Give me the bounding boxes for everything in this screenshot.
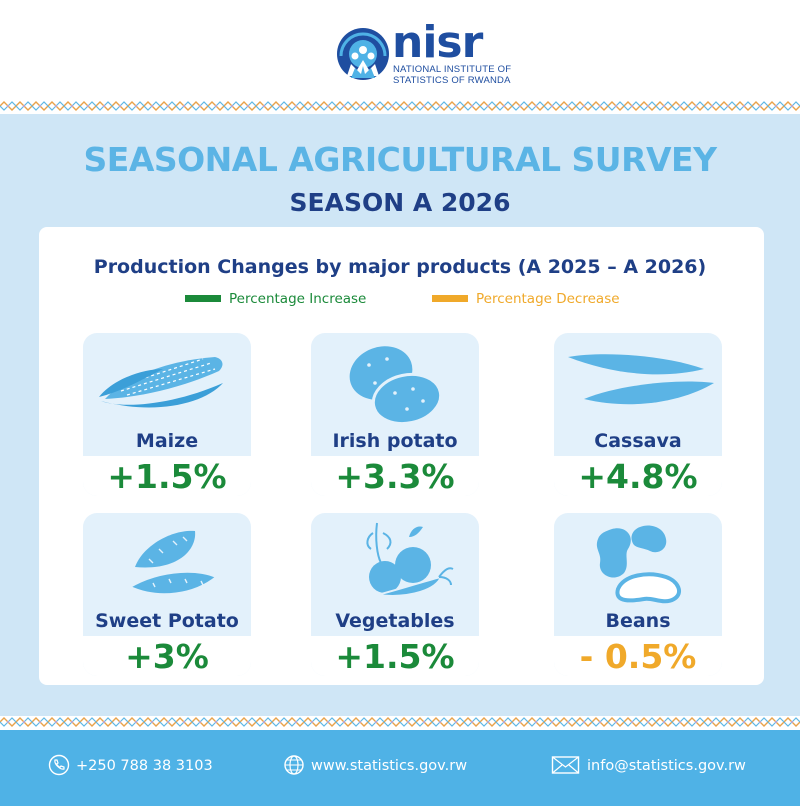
cassava-icon [568, 354, 714, 405]
footer [0, 730, 800, 806]
product-change-value: +1.5% [335, 637, 455, 676]
decorative-border-bottom [0, 716, 800, 728]
footer-phone-text: +250 788 38 3103 [76, 758, 213, 774]
footer-website[interactable]: www.statistics.gov.rw [283, 752, 467, 780]
mail-icon [551, 755, 580, 774]
value-box [83, 636, 251, 676]
phone-icon [48, 754, 70, 775]
irish-potato-icon [349, 346, 443, 426]
legend-increase-label: Percentage Increase [229, 291, 367, 307]
product-card-sweet-potato: Sweet Potato +3% [83, 513, 251, 676]
value-box [554, 636, 722, 676]
legend-increase-swatch [185, 294, 221, 302]
value-box [83, 456, 251, 496]
value-box [311, 456, 479, 496]
product-change-value: +3.3% [335, 457, 455, 496]
beans-icon [596, 525, 682, 604]
product-name: Cassava [594, 430, 682, 452]
product-name: Beans [605, 610, 671, 632]
globe-icon [284, 754, 304, 775]
footer-phone: +250 788 38 3103 [48, 752, 213, 780]
logo-abbreviation: nisr [392, 17, 483, 68]
footer-email-text[interactable]: info@statistics.gov.rw [587, 758, 746, 774]
page-subtitle: SEASON A 2026 [289, 188, 511, 217]
product-name: Sweet Potato [95, 610, 239, 632]
value-box [311, 636, 479, 676]
legend-increase: Percentage Increase [185, 290, 366, 308]
legend-decrease: Percentage Decrease [432, 290, 620, 308]
chart-title: Production Changes by major products (A … [93, 256, 707, 278]
product-card-cassava: Cassava +4.8% [554, 333, 722, 496]
legend-decrease-swatch [432, 294, 468, 302]
legend-decrease-label: Percentage Decrease [476, 291, 620, 307]
product-name: Maize [135, 430, 199, 452]
header: nisr NATIONAL INSTITUTE OF STATISTICS OF… [0, 0, 800, 102]
product-name: Vegetables [335, 610, 455, 632]
product-card-maize: Maize +1.5% [83, 333, 251, 496]
nisr-logo: nisr NATIONAL INSTITUTE OF STATISTICS OF… [335, 18, 515, 88]
product-card-irish-potato: Irish potato +3.3% [311, 333, 479, 496]
footer-email[interactable]: info@statistics.gov.rw [551, 752, 746, 780]
maize-icon [99, 357, 223, 408]
product-change-value: +3% [125, 637, 209, 676]
product-name: Irish potato [332, 430, 458, 452]
logo-org-name: NATIONAL INSTITUTE OF STATISTICS OF RWAN… [393, 64, 512, 86]
vegetables-icon [366, 522, 454, 597]
page-title: SEASONAL AGRICULTURAL SURVEY [83, 140, 717, 179]
product-change-value: - 0.5% [579, 637, 697, 676]
product-change-value: +1.5% [107, 457, 227, 496]
footer-website-text[interactable]: www.statistics.gov.rw [311, 758, 468, 774]
sweet-potato-icon [125, 530, 220, 597]
nisr-emblem-icon [337, 28, 389, 80]
decorative-border-top [0, 100, 800, 112]
product-change-value: +4.8% [578, 457, 698, 496]
product-card-beans: Beans - 0.5% [554, 513, 722, 676]
value-box [554, 456, 722, 496]
product-card-vegetables: Vegetables +1.5% [311, 513, 479, 676]
